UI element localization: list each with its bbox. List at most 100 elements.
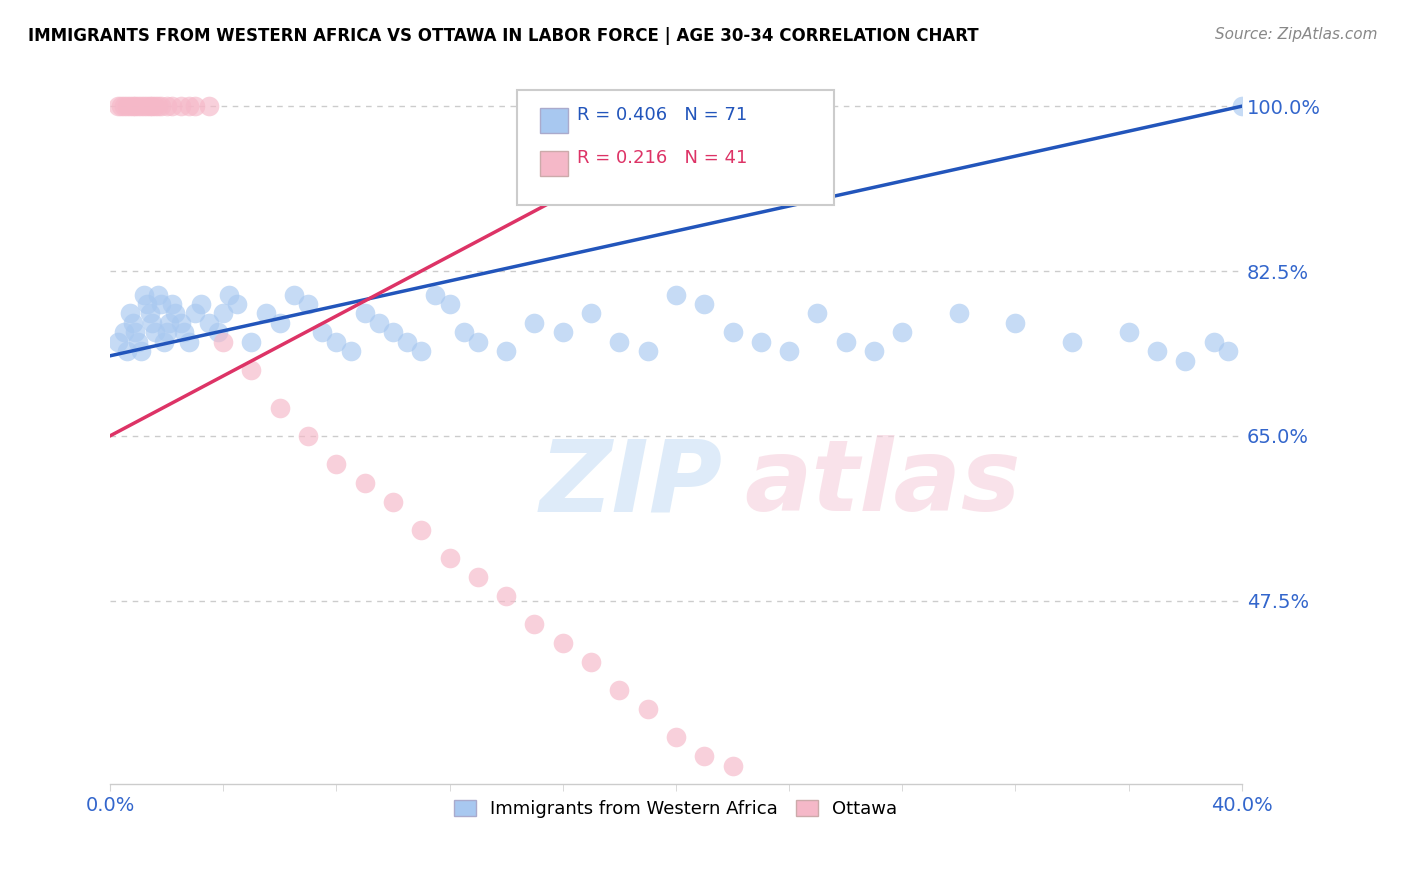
Point <box>198 99 221 113</box>
Point <box>1230 99 1253 113</box>
Point <box>693 297 716 311</box>
Point <box>212 334 235 349</box>
Point <box>152 334 174 349</box>
Point <box>170 99 193 113</box>
Point <box>138 306 160 320</box>
Point <box>425 287 447 301</box>
Point <box>948 306 970 320</box>
Point <box>665 287 688 301</box>
FancyBboxPatch shape <box>517 90 834 204</box>
Point <box>411 523 433 537</box>
Point <box>411 344 433 359</box>
Text: R = 0.406   N = 71: R = 0.406 N = 71 <box>578 106 748 124</box>
Point <box>551 326 574 340</box>
Point <box>143 99 166 113</box>
Point <box>135 297 157 311</box>
Point <box>121 316 143 330</box>
Point <box>1202 334 1225 349</box>
Point <box>179 334 201 349</box>
Point <box>1216 344 1239 359</box>
Point <box>170 316 193 330</box>
Point <box>184 306 207 320</box>
Point <box>141 99 163 113</box>
Point <box>353 306 375 320</box>
Point <box>165 306 187 320</box>
Point <box>269 316 291 330</box>
Point <box>523 617 546 632</box>
Point <box>157 316 180 330</box>
Point <box>112 99 135 113</box>
Point <box>637 702 659 716</box>
Point <box>325 457 347 471</box>
Point <box>1060 334 1083 349</box>
Point <box>891 326 914 340</box>
Point <box>115 99 138 113</box>
Point <box>353 475 375 490</box>
Point <box>132 287 155 301</box>
Point <box>124 99 146 113</box>
Point <box>806 306 828 320</box>
Point <box>523 316 546 330</box>
Point <box>254 306 277 320</box>
Point <box>283 287 305 301</box>
Point <box>138 99 160 113</box>
Point <box>439 551 461 566</box>
Point <box>1118 326 1140 340</box>
Point <box>127 99 149 113</box>
Point <box>721 326 744 340</box>
Point <box>311 326 333 340</box>
Text: atlas: atlas <box>744 435 1021 533</box>
Point <box>118 99 141 113</box>
FancyBboxPatch shape <box>540 108 568 133</box>
Point <box>155 326 177 340</box>
Point <box>579 655 602 669</box>
Point <box>240 363 263 377</box>
Point <box>339 344 361 359</box>
Point <box>132 99 155 113</box>
Point <box>198 316 221 330</box>
Text: Source: ZipAtlas.com: Source: ZipAtlas.com <box>1215 27 1378 42</box>
Point <box>218 287 240 301</box>
Point <box>184 99 207 113</box>
Point <box>607 334 630 349</box>
Point <box>179 99 201 113</box>
Point <box>146 99 169 113</box>
Point <box>129 99 152 113</box>
Point <box>396 334 419 349</box>
Point <box>495 344 517 359</box>
Point <box>579 306 602 320</box>
Legend: Immigrants from Western Africa, Ottawa: Immigrants from Western Africa, Ottawa <box>447 793 904 825</box>
Point <box>834 334 856 349</box>
Point <box>381 326 404 340</box>
Point <box>112 326 135 340</box>
Text: IMMIGRANTS FROM WESTERN AFRICA VS OTTAWA IN LABOR FORCE | AGE 30-34 CORRELATION : IMMIGRANTS FROM WESTERN AFRICA VS OTTAWA… <box>28 27 979 45</box>
Text: R = 0.216   N = 41: R = 0.216 N = 41 <box>578 149 748 167</box>
Point <box>637 344 659 359</box>
Point <box>107 99 129 113</box>
Point <box>110 99 132 113</box>
Point <box>453 326 475 340</box>
Point <box>124 326 146 340</box>
Point <box>121 99 143 113</box>
Point <box>297 297 319 311</box>
Point <box>495 589 517 603</box>
Point <box>173 326 195 340</box>
Point <box>1146 344 1168 359</box>
Point <box>467 570 489 584</box>
Point <box>149 297 172 311</box>
Point <box>127 334 149 349</box>
Point <box>721 758 744 772</box>
Point <box>863 344 886 359</box>
Point <box>162 99 184 113</box>
Point <box>107 334 129 349</box>
Point <box>118 306 141 320</box>
Point <box>1174 353 1197 368</box>
Point <box>1004 316 1026 330</box>
Point <box>149 99 172 113</box>
Point <box>135 99 157 113</box>
Point <box>439 297 461 311</box>
Point <box>665 731 688 745</box>
FancyBboxPatch shape <box>540 151 568 176</box>
Point <box>325 334 347 349</box>
Point <box>778 344 800 359</box>
